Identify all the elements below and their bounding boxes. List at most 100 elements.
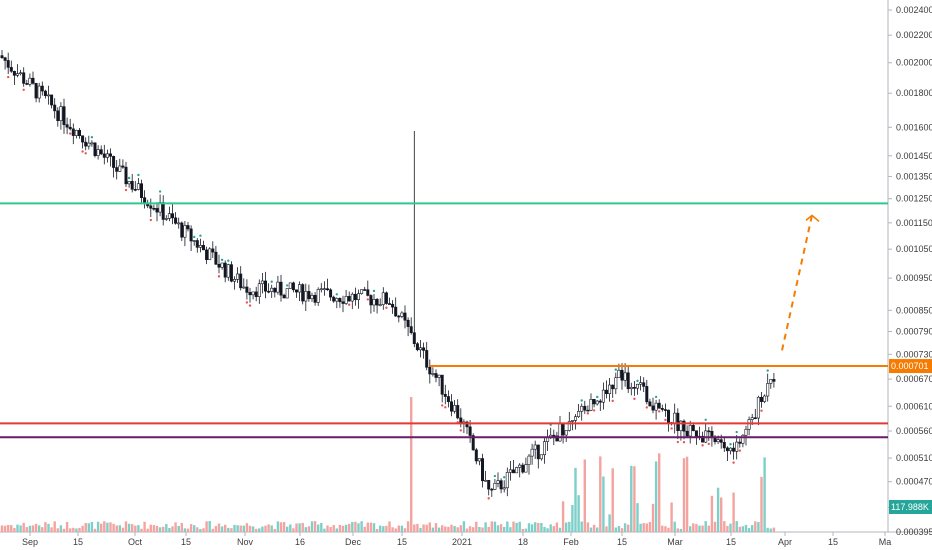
time-tick-label: Apr <box>778 537 792 547</box>
time-tick-label: Feb <box>563 537 579 547</box>
volume-bar <box>642 523 645 532</box>
candle-body <box>37 85 41 99</box>
price-axis[interactable]: 0.002400 0.002200 0.002000 0.001800 0.001600… <box>888 5 932 537</box>
volume-bar <box>261 526 264 532</box>
candle-body <box>679 420 683 431</box>
volume-bar <box>90 521 94 532</box>
candle-body <box>112 156 116 168</box>
candle-body <box>511 469 515 474</box>
volume-bar <box>738 526 741 532</box>
volume-bar <box>115 525 118 532</box>
sell-signal-dot <box>738 449 741 452</box>
candle-body <box>456 405 460 419</box>
candle-body <box>524 464 528 473</box>
candle-body <box>694 430 698 437</box>
candle-body <box>490 488 494 491</box>
candle-body <box>719 439 723 443</box>
volume-bars <box>0 397 776 532</box>
volume-bar <box>245 523 249 532</box>
candle-body <box>282 294 286 299</box>
price-tick-label: 0.000510 <box>896 453 932 463</box>
volume-bar <box>754 521 757 532</box>
volume-bar <box>580 521 583 532</box>
volume-bar <box>431 527 435 532</box>
volume-bar <box>196 527 199 532</box>
time-tick-label: 15 <box>617 537 627 547</box>
volume-bar <box>121 527 125 532</box>
volume-bar <box>434 523 438 532</box>
volume-bar <box>205 521 208 532</box>
volume-bar <box>34 523 38 532</box>
volume-bar <box>710 495 714 532</box>
candle-body <box>539 454 543 460</box>
candle-body <box>192 240 196 242</box>
candle-body <box>666 409 670 423</box>
price-tick-label: 0.000395 <box>896 527 932 537</box>
candle-body <box>229 264 233 282</box>
candle-body <box>356 293 360 301</box>
sell-signal-dot <box>385 306 388 309</box>
candle-body <box>341 301 345 304</box>
candle-body <box>236 273 240 280</box>
candle-body <box>171 213 175 219</box>
candle-body <box>28 77 32 85</box>
volume-bar <box>304 527 307 532</box>
projection-arrow[interactable] <box>781 214 820 351</box>
buy-signal-dot <box>654 395 658 399</box>
candle-body <box>15 73 19 76</box>
buy-signal-dot <box>90 135 94 139</box>
volume-bar <box>763 457 766 532</box>
candle-body <box>205 249 209 261</box>
volume-bar <box>93 528 97 532</box>
volume-bar <box>177 525 180 532</box>
candle-body <box>617 369 621 378</box>
candle-body <box>567 421 571 431</box>
horizontal-levels[interactable] <box>0 202 888 439</box>
sell-signal-dot <box>84 152 87 155</box>
volume-bar <box>279 522 283 532</box>
volume-bar <box>41 527 44 532</box>
time-tick-label: Mar <box>667 537 683 547</box>
volume-bar <box>639 523 642 532</box>
volume-bar <box>310 521 314 532</box>
volume-bar <box>208 521 211 532</box>
volume-bar <box>211 528 214 532</box>
volume-bar <box>453 526 456 532</box>
candle-body <box>449 401 453 412</box>
candle-body <box>750 417 754 420</box>
volume-bar <box>31 525 35 532</box>
candle-body <box>508 469 512 473</box>
candle-body <box>40 85 44 92</box>
volume-bar <box>537 522 540 532</box>
volume-bar <box>552 526 555 532</box>
candle-body <box>648 401 652 407</box>
candle-body <box>87 142 91 147</box>
projection-dashed-line[interactable] <box>781 215 813 351</box>
volume-bar <box>183 528 187 532</box>
candle-body <box>127 181 131 185</box>
candle-body <box>505 472 509 489</box>
candle-body <box>329 289 333 298</box>
volume-bar <box>171 526 174 532</box>
buy-signal-dot <box>158 190 162 193</box>
time-tick-label: Oct <box>128 537 143 547</box>
volume-bar <box>363 526 366 532</box>
volume-bar <box>664 526 667 532</box>
volume-bar <box>602 476 605 532</box>
volume-bar <box>282 522 286 532</box>
volume-bar <box>326 525 329 532</box>
volume-bar <box>530 524 534 532</box>
volume-bar <box>267 524 270 532</box>
candle-body <box>220 262 224 268</box>
volume-bar <box>499 524 503 532</box>
sell-signal-dot <box>444 406 447 409</box>
candle-body <box>202 245 206 251</box>
volume-bar <box>558 527 562 532</box>
volume-bar <box>428 522 431 532</box>
volume-bar <box>614 527 617 532</box>
price-tick-label: 0.001450 <box>896 151 932 161</box>
volume-bar <box>422 524 425 532</box>
time-axis[interactable]: Sep 15 Oct 15 Nov 16 Dec 15 2021 18 Feb 15 Mar 15 Apr 1… <box>22 532 891 547</box>
candle-body <box>626 372 630 390</box>
